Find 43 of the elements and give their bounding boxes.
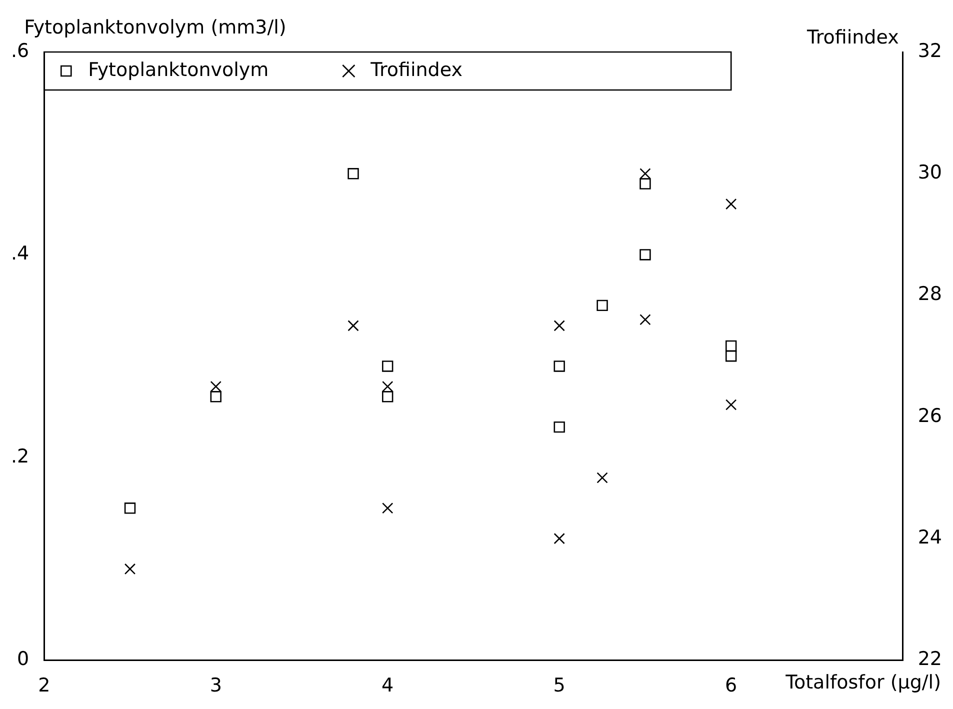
x-tick-label: 4 xyxy=(382,674,394,697)
point xyxy=(382,502,394,514)
y2-tick-label: 24 xyxy=(918,526,942,548)
point xyxy=(124,502,136,514)
x-tick-label: 5 xyxy=(553,674,566,697)
y2-axis-title: Trofiindex xyxy=(806,26,899,48)
point xyxy=(210,380,222,392)
point xyxy=(382,360,394,372)
y-tick-label: .2 xyxy=(10,445,30,468)
point xyxy=(210,391,222,402)
point xyxy=(596,300,608,312)
point xyxy=(640,168,651,180)
y2-tick-label: 28 xyxy=(918,283,942,306)
point xyxy=(348,168,359,180)
x-tick-label: 6 xyxy=(725,674,738,697)
point xyxy=(382,391,394,402)
y-axis-title: Fytoplanktonvolym (mm3/l) xyxy=(24,16,286,38)
point xyxy=(640,178,651,190)
y2-tick-label: 22 xyxy=(918,648,942,670)
x-tick-label: 3 xyxy=(210,674,222,697)
point xyxy=(554,320,565,332)
point xyxy=(640,314,651,326)
point xyxy=(554,360,565,372)
point xyxy=(348,320,359,332)
point xyxy=(554,532,565,544)
point xyxy=(382,380,394,392)
point xyxy=(124,563,136,575)
point xyxy=(640,249,651,260)
point xyxy=(725,350,737,362)
point xyxy=(725,198,737,210)
y2-tick-label: 30 xyxy=(918,162,942,184)
legend-label: Trofiindex xyxy=(370,58,462,81)
x-axis-title: Totalfosfor (µg/l) xyxy=(784,672,941,694)
point xyxy=(725,399,737,410)
y-tick-label: .6 xyxy=(10,40,30,62)
y2-tick-label: 32 xyxy=(918,40,942,62)
legend-label: Fytoplanktonvolym xyxy=(88,58,269,81)
y-tick-label: .4 xyxy=(10,242,30,265)
x-tick-label: 2 xyxy=(38,674,50,697)
point xyxy=(596,472,608,484)
y2-tick-label: 26 xyxy=(918,404,942,427)
y-tick-label: 0 xyxy=(17,648,30,670)
point xyxy=(554,421,565,433)
